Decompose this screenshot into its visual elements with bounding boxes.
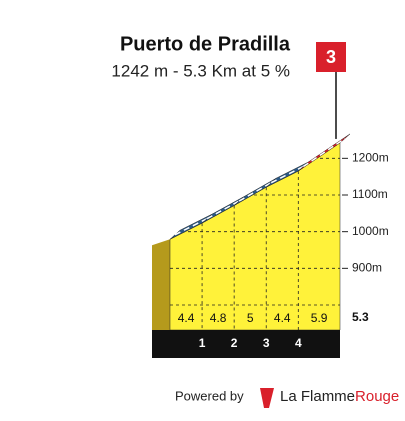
- distance-label: 2: [231, 336, 238, 350]
- distance-label: 5.3: [352, 310, 369, 324]
- gradient-label: 4.4: [178, 311, 195, 325]
- road-centerline: [270, 165, 304, 184]
- brand-part: Rouge: [355, 388, 399, 405]
- brand-part: La Flamme: [280, 388, 355, 405]
- front-face: [169, 142, 341, 331]
- base: [152, 330, 340, 358]
- distance-label: 3: [263, 336, 270, 350]
- distance-label: 1: [199, 336, 206, 350]
- y-tick-label: 1000m: [352, 224, 389, 238]
- y-tick-label: 1200m: [352, 151, 389, 165]
- road-centerline: [238, 182, 272, 202]
- road-centerline: [206, 200, 240, 220]
- footer-text: Powered by: [175, 388, 244, 403]
- road-centerline: [302, 137, 346, 168]
- road-centerline: [174, 217, 208, 236]
- distance-label: 4: [295, 336, 302, 350]
- y-tick-label: 900m: [352, 261, 382, 275]
- y-tick-label: 1100m: [352, 187, 388, 201]
- chart-title: Puerto de Pradilla: [120, 33, 291, 55]
- brand: La FlammeRouge: [280, 388, 399, 405]
- gradient-label: 5: [247, 311, 254, 325]
- brand-logo: [260, 388, 274, 408]
- side-face: [152, 239, 170, 330]
- gradient-label: 5.9: [311, 311, 328, 325]
- category-label: 3: [326, 47, 336, 67]
- gradient-label: 4.4: [274, 311, 291, 325]
- gradient-label: 4.8: [210, 311, 227, 325]
- flag: [316, 42, 346, 72]
- chart-subtitle: 1242 m - 5.3 Km at 5 %: [111, 61, 290, 80]
